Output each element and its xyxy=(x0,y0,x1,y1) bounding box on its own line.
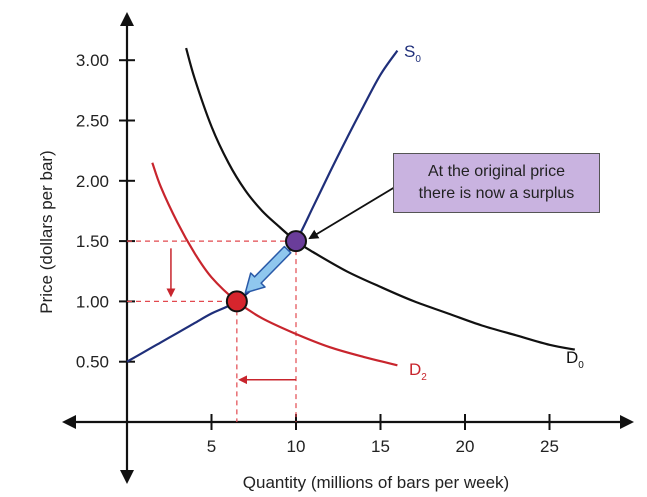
curve-s0 xyxy=(126,49,399,363)
ticks: 5 10 15 20 25 0.50 1.00 1.50 2.00 2.50 3.00 xyxy=(76,51,559,456)
new-equilibrium-point xyxy=(225,290,248,313)
y-tick-label: 2.50 xyxy=(76,112,109,131)
x-axis-arrow-left xyxy=(62,415,76,429)
s0-label: S0 xyxy=(404,42,421,65)
callout-pointer-arrow xyxy=(308,183,401,240)
x-tick-label: 25 xyxy=(540,437,559,456)
y-tick-label: 3.00 xyxy=(76,51,109,70)
arrows xyxy=(166,183,401,385)
x-axis-title: Quantity (millions of bars per week) xyxy=(243,473,509,492)
y-axis-title: Price (dollars per bar) xyxy=(37,150,56,313)
y-tick-label: 0.50 xyxy=(76,353,109,372)
d2-label: D2 xyxy=(409,360,427,383)
y-tick-label: 2.00 xyxy=(76,172,109,191)
movement-arrow xyxy=(244,245,292,294)
y-tick-label: 1.00 xyxy=(76,292,109,311)
curve-d0 xyxy=(185,47,576,351)
d0-label: D0 xyxy=(566,348,584,371)
y-tick-label: 1.50 xyxy=(76,232,109,251)
y-axis-arrow-top xyxy=(120,12,134,26)
x-tick-label: 15 xyxy=(371,437,390,456)
guide-lines xyxy=(127,240,297,422)
x-tick-label: 5 xyxy=(207,437,216,456)
x-tick-label: 10 xyxy=(287,437,306,456)
x-axis-arrow-right xyxy=(620,415,634,429)
y-axis-arrow-bottom xyxy=(120,470,134,484)
equilibrium-points xyxy=(225,230,307,313)
axes xyxy=(62,12,634,484)
original-equilibrium-point xyxy=(285,230,307,253)
surplus-callout: At the original price there is now a sur… xyxy=(393,153,600,213)
x-tick-label: 20 xyxy=(456,437,475,456)
